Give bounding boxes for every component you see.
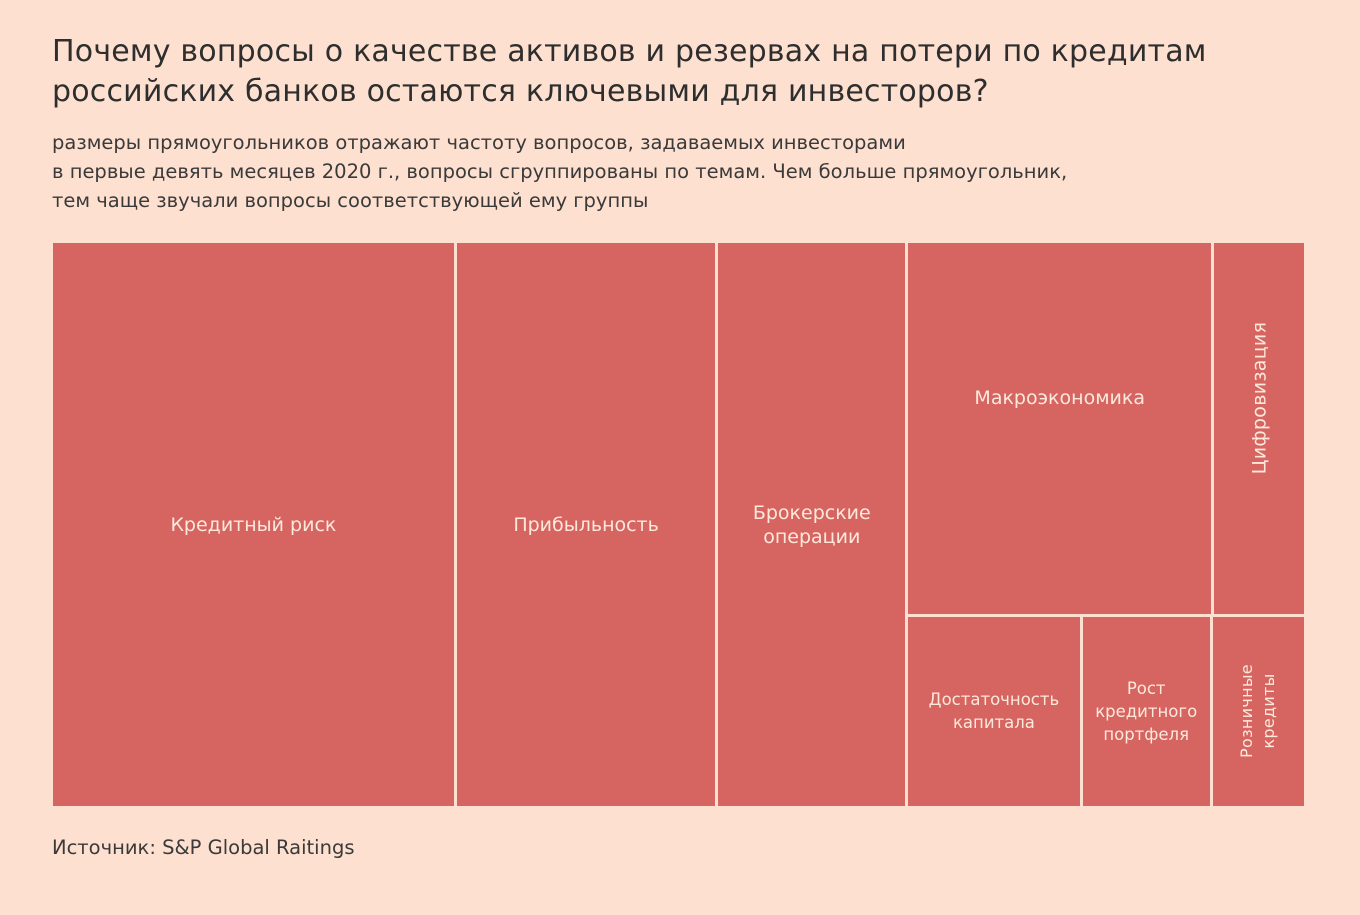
cell-digitalization: Цифровизация [1214,243,1304,614]
chart-title-line-2: российских банков остаются ключевыми для… [52,74,989,109]
cell-loan-growth: Рост кредитного портфеля [1082,616,1210,806]
brokerage-label: Брокерские операции [752,501,871,548]
chart-subtitle: размеры прямоугольников отражают частоту… [52,128,1312,215]
macroeconomics-label: Макроэкономика [974,387,1145,410]
loan-growth-label: Рост кредитного портфеля [1095,678,1198,744]
cell-capital-adequacy: Достаточность капитала [908,616,1080,806]
digitalization-label: Цифровизация [1248,322,1271,475]
source-note: Источник: S&P Global Raitings [52,836,355,859]
chart-title-line-1: Почему вопросы о качестве активов и резе… [52,34,1207,69]
cell-profitability: Прибыльность [456,243,716,806]
chart-subtitle-line-3: тем чаще звучали вопросы соответствующей… [52,189,649,212]
capital-adequacy-label: Достаточность капитала [928,690,1060,733]
chart-subtitle-line-2: в первые девять месяцев 2020 г., вопросы… [52,160,1068,183]
treemap-chart: Кредитный риск Прибыльность Брокерские опер… [53,243,1304,806]
cell-credit-risk: Кредитный риск [53,243,454,806]
cell-macroeconomics: Макроэкономика [908,243,1212,614]
profitability-label: Прибыльность [513,513,659,536]
retail-loans-label: Розничные кредиты [1237,664,1279,759]
chart-subtitle-line-1: размеры прямоугольников отражают частоту… [52,131,906,154]
chart-title: Почему вопросы о качестве активов и резе… [52,32,1312,112]
cell-retail-loans: Розничные кредиты [1212,616,1304,806]
credit-risk-label: Кредитный риск [170,513,337,536]
cell-brokerage: Брокерские операции [718,243,906,806]
